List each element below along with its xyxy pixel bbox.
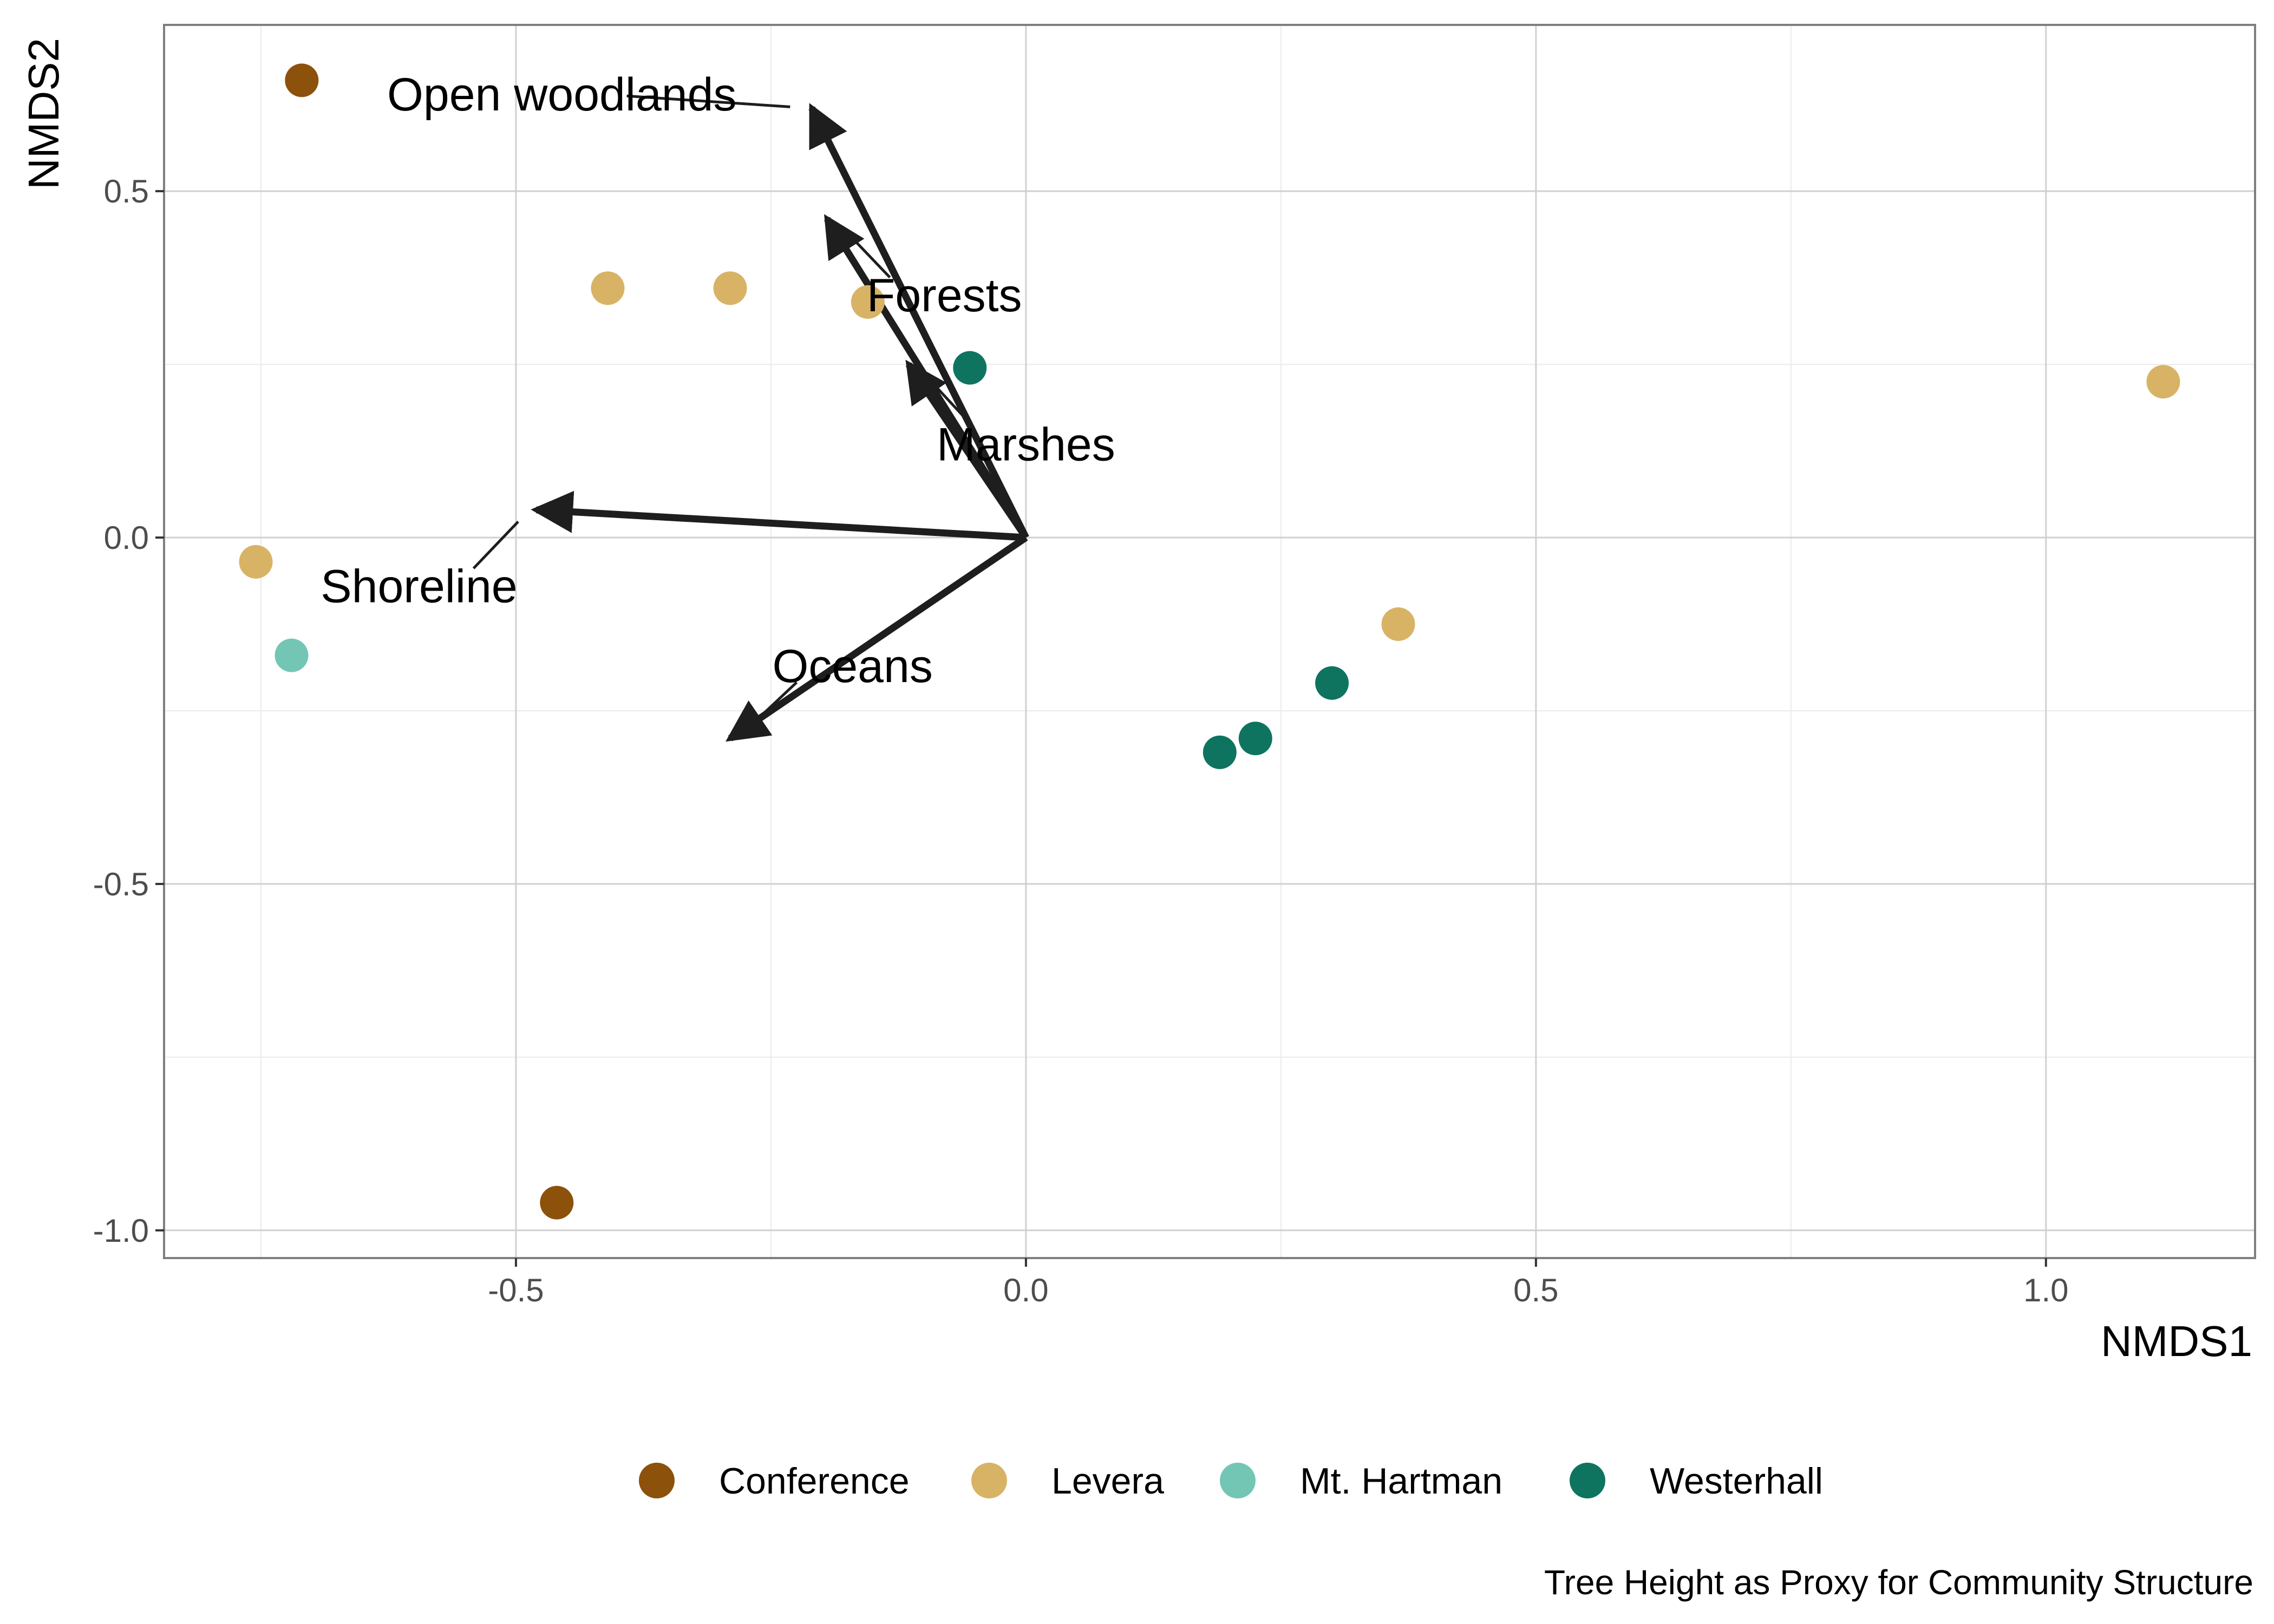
x-tick-label: 0.5 <box>1513 1272 1558 1308</box>
x-axis-title: NMDS1 <box>2101 1317 2252 1365</box>
y-axis-title: NMDS2 <box>19 38 68 189</box>
vector-label: Open woodlands <box>387 69 736 121</box>
vector-label: Marshes <box>937 418 1115 470</box>
legend-key <box>971 1463 1007 1498</box>
vector-leader-line <box>925 375 973 427</box>
vector-label: Oceans <box>772 640 932 692</box>
legend-key <box>1220 1463 1256 1498</box>
vector-labels: Open woodlands Forests Marshes Shoreline Oce… <box>321 69 1115 692</box>
legend: Conference Levera Mt. Hartman Westerhall <box>639 1461 1823 1502</box>
data-point <box>1381 607 1415 641</box>
y-tick-label: 0.0 <box>104 520 149 556</box>
legend-label: Levera <box>1051 1461 1164 1502</box>
legend-label: Conference <box>719 1461 910 1502</box>
legend-item: Westerhall <box>1570 1461 1823 1502</box>
data-point <box>275 638 309 672</box>
data-point <box>239 545 273 579</box>
vector-label: Shoreline <box>321 561 517 613</box>
vector-leader-line <box>626 94 790 108</box>
data-point <box>1315 666 1349 700</box>
data-point <box>540 1186 574 1220</box>
y-tick-label: 0.5 <box>104 173 149 209</box>
vector-arrow <box>725 534 1028 742</box>
data-point <box>713 271 747 305</box>
y-tick-label: -1.0 <box>93 1213 149 1249</box>
legend-item: Levera <box>971 1461 1164 1502</box>
vector-arrow <box>531 490 1027 541</box>
legend-label: Mt. Hartman <box>1300 1461 1502 1502</box>
vector-arrow <box>808 103 1029 539</box>
axis-ticks: -0.5 0.0 0.5 1.0 -1.0 -0.5 0.0 0.5 <box>93 173 2069 1308</box>
legend-label: Westerhall <box>1650 1461 1823 1502</box>
data-point <box>285 63 319 97</box>
panel-border <box>163 24 2256 1259</box>
data-point <box>851 285 885 319</box>
legend-key <box>1570 1463 1605 1498</box>
environmental-vectors <box>472 94 1029 742</box>
panel-background <box>164 25 2255 1258</box>
legend-key <box>639 1463 675 1498</box>
site-points <box>239 63 2180 1220</box>
legend-item: Mt. Hartman <box>1220 1461 1502 1502</box>
grid-lines <box>164 25 2255 1258</box>
data-point <box>1203 735 1237 769</box>
x-tick-label: 0.0 <box>1003 1272 1048 1308</box>
chart-caption: Tree Height as Proxy for Community Struc… <box>1544 1563 2253 1602</box>
data-point <box>2146 365 2180 399</box>
y-tick-label: -0.5 <box>93 866 149 902</box>
legend-item: Conference <box>639 1461 910 1502</box>
vector-leader-line <box>844 230 891 279</box>
data-point <box>953 351 987 385</box>
x-tick-label: -0.5 <box>488 1272 544 1308</box>
vector-leader-line <box>472 520 519 569</box>
x-tick-label: 1.0 <box>2023 1272 2068 1308</box>
vector-label: Forests <box>867 270 1022 322</box>
data-point <box>1238 722 1272 756</box>
vector-leader-line <box>748 681 798 729</box>
data-point <box>591 271 625 305</box>
vector-arrow <box>905 359 1029 540</box>
